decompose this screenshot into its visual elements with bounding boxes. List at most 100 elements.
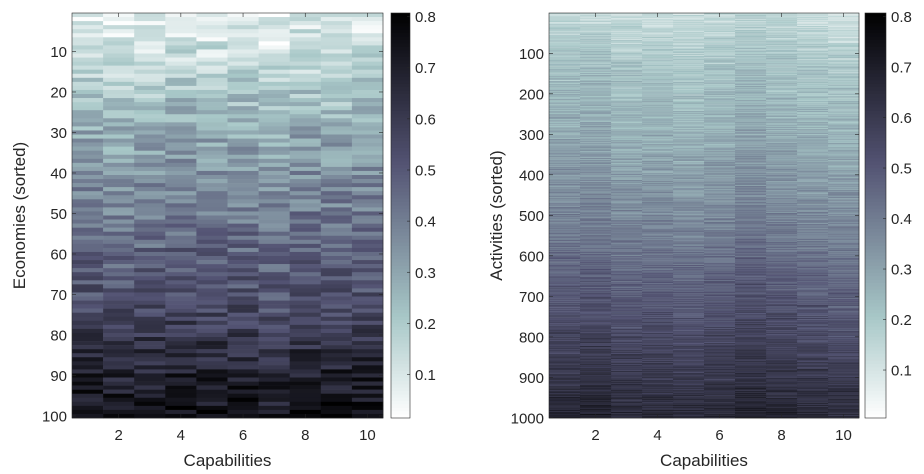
heatmap-cell	[673, 64, 705, 66]
heatmap-cell	[797, 149, 829, 150]
heatmap-cell	[673, 113, 705, 115]
heatmap-cell	[828, 63, 860, 64]
colorbar-segment	[391, 29, 410, 34]
heatmap-cell	[704, 111, 736, 112]
heatmap-cell	[580, 94, 612, 95]
heatmap-cell	[828, 126, 860, 128]
heatmap-cell	[766, 121, 798, 123]
heatmap-cell	[580, 133, 612, 135]
heatmap-cell	[642, 34, 674, 35]
heatmap-cell	[828, 49, 860, 51]
heatmap-cell	[766, 44, 798, 46]
heatmap-cell	[797, 55, 829, 57]
heatmap-cell	[611, 37, 643, 39]
heatmap-cell	[196, 385, 228, 390]
heatmap-cell	[642, 78, 674, 79]
heatmap-cell	[611, 21, 643, 22]
heatmap-cell	[549, 34, 581, 36]
heatmap-cell	[673, 79, 705, 81]
heatmap-cell	[103, 69, 135, 75]
heatmap-cell	[196, 203, 228, 208]
heatmap-cell	[828, 89, 860, 91]
heatmap-cell	[735, 151, 767, 153]
heatmap-cell	[320, 308, 353, 313]
heatmap-cell	[704, 120, 736, 122]
heatmap-cell	[611, 148, 643, 149]
heatmap-cell	[735, 90, 767, 92]
heatmap-cell	[580, 140, 612, 141]
heatmap-cell	[611, 138, 643, 139]
heatmap-cell	[704, 103, 736, 105]
heatmap-cell	[611, 102, 643, 103]
heatmap-cell	[766, 118, 798, 120]
heatmap-cell	[735, 57, 767, 58]
heatmap-cell	[611, 124, 643, 126]
heatmap-cell	[289, 320, 322, 326]
heatmap-cell	[72, 243, 104, 249]
heatmap-cell	[673, 98, 705, 99]
heatmap-cell	[580, 37, 612, 39]
heatmap-cell	[673, 70, 705, 72]
heatmap-cell	[642, 92, 674, 94]
heatmap-cell	[766, 135, 798, 137]
heatmap-cell	[611, 130, 643, 132]
heatmap-cell	[258, 373, 290, 378]
heatmap-cell	[797, 22, 829, 24]
heatmap-cell	[549, 53, 581, 55]
heatmap-cell	[611, 17, 643, 18]
heatmap-cell	[165, 73, 197, 79]
heatmap-cell	[549, 56, 581, 58]
heatmap-cell	[673, 115, 705, 117]
heatmap-cell	[642, 108, 674, 109]
heatmap-cell	[580, 41, 612, 43]
heatmap-cell	[828, 66, 860, 67]
heatmap-cell	[642, 42, 674, 43]
heatmap-cell	[704, 53, 736, 54]
heatmap-cell	[642, 97, 674, 99]
heatmap-cell	[103, 37, 135, 42]
heatmap-cell	[673, 148, 705, 149]
heatmap-cell	[642, 121, 674, 122]
heatmap-cell	[549, 157, 581, 158]
heatmap-cell	[549, 27, 581, 28]
heatmap-cell	[735, 86, 767, 88]
heatmap-cell	[642, 36, 674, 37]
heatmap-cell	[673, 13, 705, 15]
heatmap-cell	[580, 98, 612, 99]
heatmap-cell	[134, 292, 166, 297]
colorbar-segment	[391, 97, 410, 102]
heatmap-cell	[797, 68, 829, 69]
heatmap-cell	[549, 77, 581, 79]
heatmap-cell	[72, 211, 104, 216]
heatmap-cell	[258, 312, 290, 318]
heatmap-cell	[258, 21, 290, 26]
heatmap-cell	[704, 116, 736, 117]
heatmap-cell	[704, 64, 736, 65]
heatmap-cell	[673, 48, 705, 50]
heatmap-cell	[580, 47, 612, 49]
heatmap-cell	[103, 268, 135, 273]
heatmap-cell	[549, 153, 581, 154]
heatmap-cell	[828, 106, 860, 108]
heatmap-cell	[580, 136, 612, 138]
heatmap-cell	[735, 125, 767, 126]
heatmap-cell	[289, 409, 322, 415]
heatmap-cell	[766, 156, 798, 158]
heatmap-cell	[642, 68, 674, 70]
heatmap-cell	[549, 118, 581, 120]
heatmap-cell	[828, 17, 860, 18]
heatmap-cell	[549, 37, 581, 39]
heatmap-cell	[673, 119, 705, 121]
colorbar-segment	[391, 384, 410, 389]
heatmap-cell	[611, 58, 643, 60]
heatmap-cell	[828, 23, 860, 24]
heatmap-cell	[735, 36, 767, 37]
heatmap-cell	[797, 117, 829, 119]
heatmap-cell	[828, 68, 860, 70]
heatmap-cell	[766, 27, 798, 29]
heatmap-cell	[351, 138, 384, 143]
heatmap-cell	[735, 165, 767, 167]
heatmap-cell	[549, 150, 581, 152]
heatmap-cell	[134, 106, 166, 111]
heatmap-cell	[196, 369, 228, 374]
